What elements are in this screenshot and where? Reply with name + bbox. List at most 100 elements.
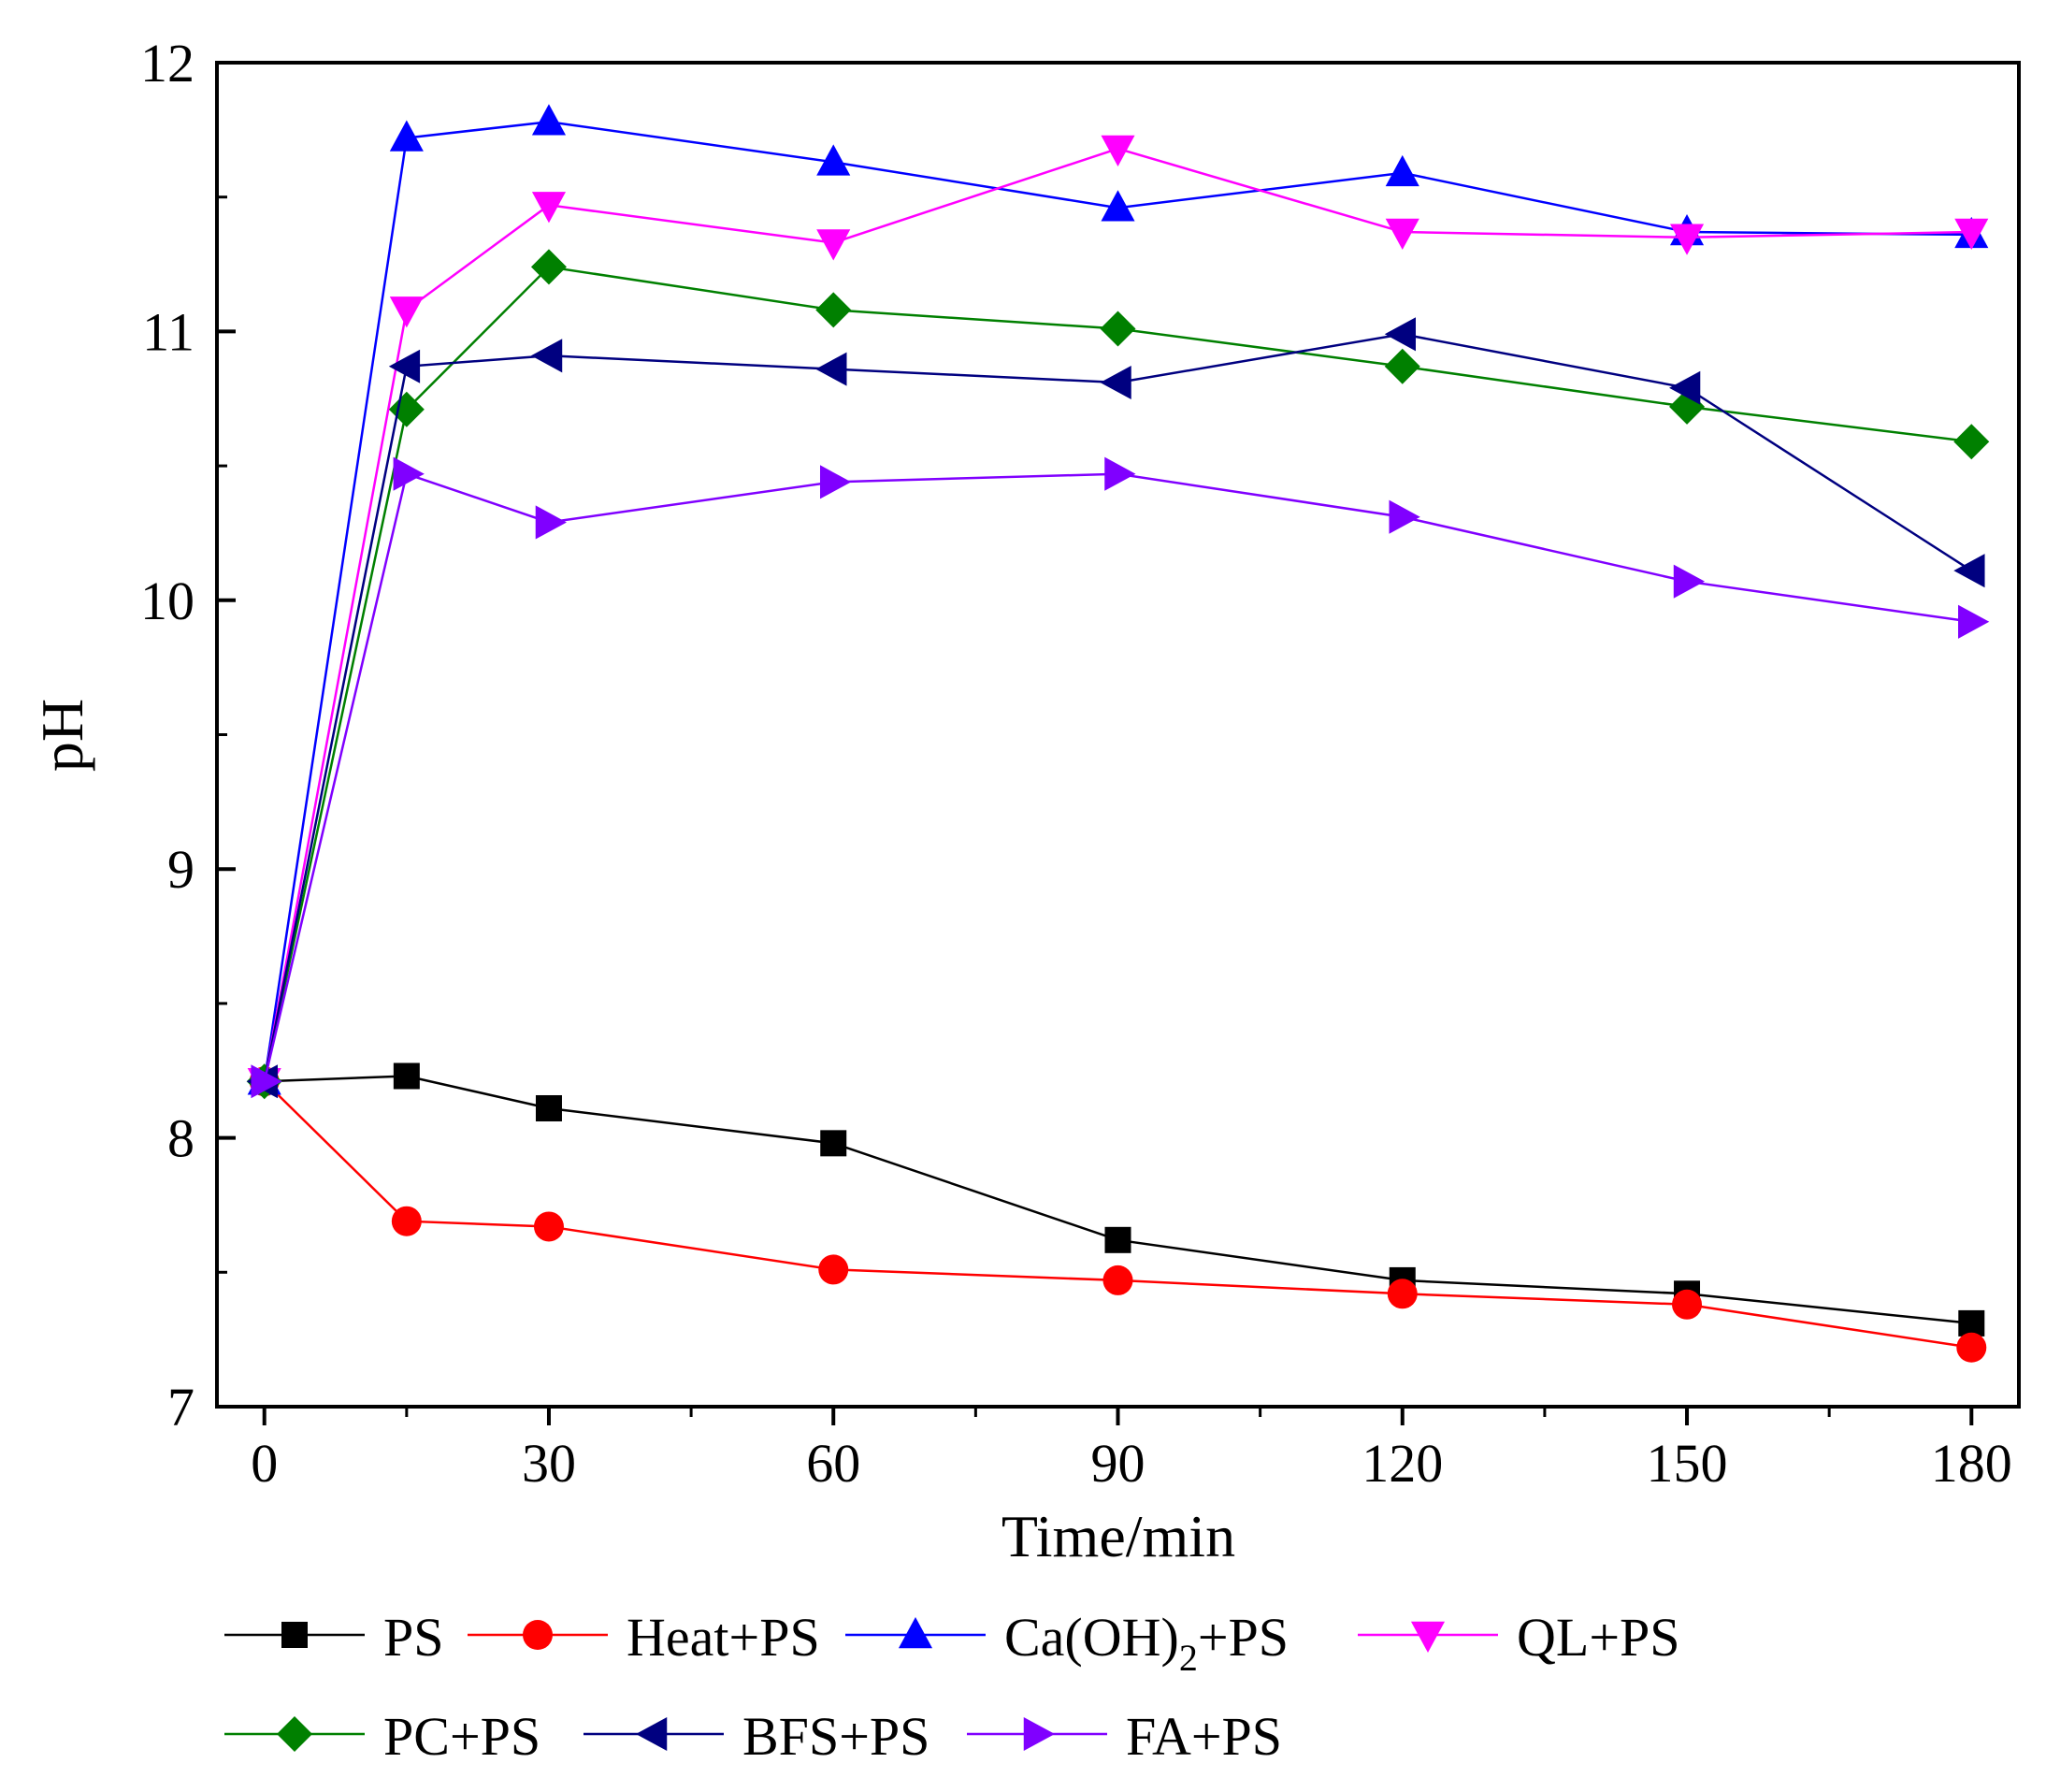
- y-tick-label: 10: [140, 571, 195, 631]
- data-point: [816, 144, 851, 176]
- legend-marker: [277, 1716, 312, 1752]
- legend-marker: [636, 1716, 668, 1752]
- y-axis-title: pH: [29, 699, 95, 772]
- data-point: [391, 1206, 422, 1236]
- legend-label: PC+PS: [383, 1706, 540, 1767]
- data-point: [1385, 154, 1419, 187]
- data-point: [815, 292, 852, 328]
- data-point: [393, 1062, 420, 1090]
- data-point: [388, 391, 425, 427]
- series-layer: [246, 104, 1990, 1363]
- data-point: [1389, 499, 1420, 534]
- series-ps: [251, 1062, 1985, 1337]
- legend-marker: [1410, 1621, 1446, 1653]
- data-point: [1385, 218, 1419, 251]
- series-line: [263, 333, 1972, 1082]
- series-ql-ps: [247, 135, 1989, 1100]
- data-point: [251, 1064, 282, 1099]
- x-tick-label: 180: [1931, 1433, 2012, 1494]
- data-point: [393, 456, 425, 491]
- data-point: [389, 296, 424, 328]
- legend-label-part: BFS+PS: [742, 1706, 929, 1767]
- series-ca-oh-2-ps: [247, 104, 1989, 1095]
- y-tick-label: 7: [167, 1377, 195, 1438]
- axis-ticks: [217, 61, 1974, 1425]
- series-line: [263, 147, 1972, 1082]
- x-axis-title: Time/min: [1001, 1503, 1235, 1569]
- legend-label: Heat+PS: [627, 1607, 820, 1668]
- x-tick-label: 60: [806, 1433, 860, 1494]
- data-point: [1101, 135, 1135, 166]
- legend-label-part: Ca(OH): [1004, 1607, 1179, 1668]
- legend-label-part: FA+PS: [1126, 1706, 1282, 1767]
- y-tick-label: 9: [167, 839, 195, 900]
- data-point: [531, 192, 567, 224]
- y-tick-label: 12: [140, 33, 195, 94]
- data-point: [1958, 1309, 1985, 1337]
- data-point: [1954, 218, 1989, 251]
- data-point: [1104, 1226, 1131, 1253]
- data-point: [535, 505, 567, 540]
- legend-label: QL+PS: [1517, 1607, 1680, 1668]
- data-point: [1100, 311, 1136, 347]
- legend-label-part: QL+PS: [1517, 1607, 1680, 1668]
- data-point: [535, 1094, 562, 1121]
- legend-item: PC+PS: [224, 1706, 540, 1767]
- data-point: [1387, 1279, 1418, 1309]
- data-point: [530, 339, 563, 373]
- data-point: [531, 104, 567, 136]
- data-point: [1953, 424, 1990, 460]
- data-point: [1100, 365, 1131, 400]
- legend-marker: [1023, 1716, 1055, 1752]
- x-tick-label: 150: [1647, 1433, 1728, 1494]
- data-point: [1956, 1332, 1987, 1363]
- data-point: [1669, 224, 1705, 255]
- series-line: [264, 1075, 1972, 1325]
- legend-label-part: PC+PS: [383, 1706, 540, 1767]
- legend-item: QL+PS: [1358, 1607, 1680, 1668]
- legend-label-part: PS: [383, 1607, 444, 1668]
- legend-label-part: +PS: [1198, 1607, 1289, 1668]
- legend-item: Heat+PS: [468, 1607, 820, 1668]
- data-point: [1673, 564, 1706, 599]
- data-point: [1953, 554, 1985, 588]
- x-tick-label: 0: [251, 1433, 278, 1494]
- legend-label-part: Heat+PS: [627, 1607, 820, 1668]
- data-point: [1958, 604, 1990, 639]
- data-point: [818, 1254, 849, 1285]
- data-point: [1101, 190, 1135, 222]
- data-point: [1102, 1265, 1133, 1295]
- series-fa-ps: [251, 456, 1990, 1099]
- legend: PS Heat+PS Ca(OH)2+PS QL+PS PC+PS BFS+PS FA+PS: [224, 1607, 1680, 1767]
- series-heat-ps: [249, 1066, 1987, 1363]
- data-point: [388, 349, 421, 383]
- legend-marker: [523, 1620, 553, 1650]
- data-point: [533, 1211, 564, 1242]
- legend-item: BFS+PS: [584, 1706, 929, 1767]
- legend-label-part: 2: [1179, 1637, 1198, 1679]
- data-point: [1384, 348, 1420, 384]
- series-line: [263, 120, 1972, 1082]
- legend-marker: [281, 1622, 308, 1648]
- legend-item: PS: [224, 1607, 444, 1668]
- data-point: [1384, 317, 1417, 352]
- y-tick-label: 11: [142, 301, 195, 362]
- series-line: [263, 1080, 1972, 1350]
- legend-label: BFS+PS: [742, 1706, 929, 1767]
- legend-marker: [898, 1617, 933, 1649]
- data-point: [820, 1130, 847, 1157]
- data-point: [816, 229, 851, 261]
- series-bfs-ps: [246, 317, 1985, 1099]
- series-line: [263, 472, 1972, 1082]
- plot-frame: [215, 61, 2021, 1409]
- legend-item: Ca(OH)2+PS: [845, 1607, 1289, 1679]
- x-tick-label: 30: [522, 1433, 576, 1494]
- series-line: [263, 266, 1972, 1082]
- x-tick-label: 90: [1091, 1433, 1145, 1494]
- data-point: [815, 352, 847, 386]
- data-point: [530, 249, 567, 285]
- data-point: [1104, 456, 1136, 491]
- legend-label: PS: [383, 1607, 444, 1668]
